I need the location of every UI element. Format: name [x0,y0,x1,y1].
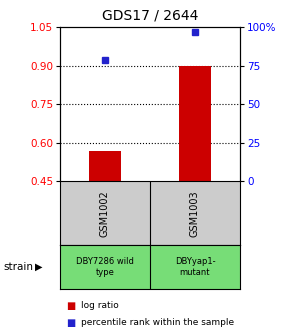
Text: GSM1003: GSM1003 [190,190,200,237]
Text: ■: ■ [66,301,75,311]
Title: GDS17 / 2644: GDS17 / 2644 [102,9,198,23]
Text: log ratio: log ratio [81,301,119,310]
Text: GSM1002: GSM1002 [100,190,110,237]
Text: DBYyap1-
mutant: DBYyap1- mutant [175,257,215,277]
Text: percentile rank within the sample: percentile rank within the sample [81,318,234,327]
Text: DBY7286 wild
type: DBY7286 wild type [76,257,134,277]
Bar [89,151,121,181]
Text: ■: ■ [66,318,75,328]
Bar [179,66,211,181]
Text: strain: strain [3,262,33,272]
Text: ▶: ▶ [35,262,43,272]
